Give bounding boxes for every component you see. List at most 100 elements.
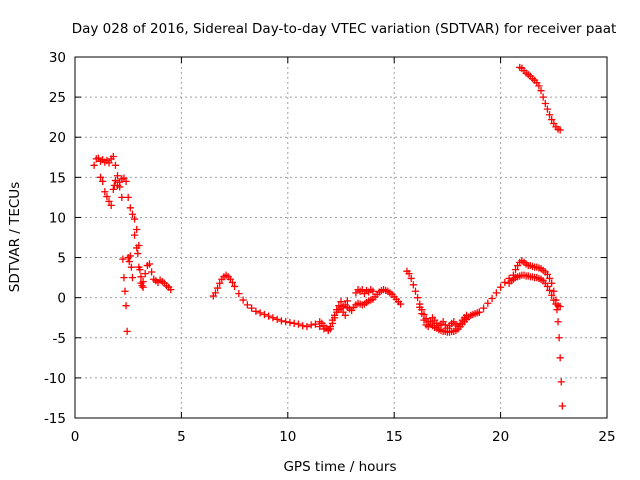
- y-tick-label: 10: [49, 210, 66, 226]
- data-point: [286, 318, 294, 327]
- plot-frame: [74, 56, 608, 419]
- data-point: [405, 270, 413, 278]
- series-arc-2-scatter: [316, 286, 377, 335]
- data-point: [328, 319, 337, 327]
- data-point: [333, 306, 341, 314]
- data-point: [307, 321, 315, 329]
- data-point: [133, 225, 141, 234]
- data-point: [105, 159, 113, 167]
- x-axis-label: GPS time / hours: [283, 459, 396, 475]
- data-point: [211, 289, 220, 297]
- data-point: [414, 294, 422, 302]
- data-point: [123, 327, 131, 335]
- data-point: [101, 188, 109, 196]
- series-arc-1-scatter: [96, 173, 147, 335]
- series-arc-5: [516, 63, 564, 134]
- x-tick-label: 0: [71, 429, 80, 445]
- data-point: [167, 286, 175, 294]
- data-point: [462, 311, 471, 319]
- data-point: [127, 263, 135, 271]
- data-point: [148, 268, 156, 276]
- data-point: [424, 322, 432, 331]
- data-point: [326, 325, 334, 333]
- data-point: [282, 318, 290, 326]
- data-point: [256, 309, 264, 317]
- data-point: [497, 283, 505, 291]
- data-point: [557, 378, 565, 386]
- data-point: [341, 311, 349, 319]
- data-point: [96, 173, 105, 181]
- data-point: [252, 307, 260, 315]
- series-arc-3-scatter: [416, 303, 471, 332]
- data-point: [418, 310, 426, 318]
- data-point: [543, 105, 552, 113]
- data-point: [290, 319, 298, 327]
- data-point: [133, 244, 141, 252]
- y-tick-label: 25: [49, 90, 66, 106]
- data-point: [105, 197, 113, 205]
- data-point: [479, 304, 488, 312]
- data-point: [537, 87, 545, 95]
- data-point: [113, 172, 122, 180]
- data-point: [243, 301, 251, 309]
- y-axis-label: SDTVAR / TECUs: [7, 182, 23, 292]
- data-point: [396, 300, 405, 308]
- data-point: [125, 257, 133, 266]
- data-point: [548, 279, 556, 287]
- data-point: [126, 252, 134, 260]
- y-tick-label: 5: [57, 251, 66, 267]
- y-tick-label: 30: [49, 50, 66, 66]
- data-point: [501, 278, 509, 287]
- data-point: [539, 93, 547, 101]
- data-point: [535, 82, 543, 90]
- data-point: [548, 291, 556, 299]
- data-point: [99, 177, 107, 185]
- data-point: [122, 177, 130, 185]
- y-tick-label: -10: [44, 371, 66, 387]
- data-point: [239, 296, 247, 304]
- data-point: [213, 284, 222, 292]
- data-point: [335, 302, 343, 310]
- data-point: [273, 315, 281, 323]
- series-arc-4-lower: [505, 271, 564, 311]
- data-point: [558, 402, 566, 410]
- data-point: [122, 302, 130, 310]
- data-point: [426, 318, 434, 326]
- data-point: [411, 287, 420, 295]
- data-point: [111, 176, 120, 185]
- data-point: [130, 231, 139, 239]
- series-arc-4: [475, 257, 566, 410]
- data-point: [231, 282, 239, 291]
- data-point: [541, 99, 549, 108]
- data-point: [137, 273, 145, 281]
- data-point: [556, 126, 564, 134]
- data-point: [111, 161, 120, 169]
- data-point: [248, 304, 256, 312]
- x-tick-label: 25: [598, 429, 615, 445]
- y-tick-label: -5: [53, 331, 66, 347]
- data-point: [545, 274, 554, 283]
- data-point: [545, 286, 554, 295]
- y-tick-label: 20: [49, 130, 66, 146]
- data-point: [118, 193, 126, 201]
- data-point: [548, 115, 556, 124]
- x-tick-label: 15: [386, 429, 403, 445]
- data-point: [550, 296, 558, 304]
- data-point: [138, 282, 146, 290]
- data-point: [128, 274, 137, 282]
- data-point: [135, 263, 143, 271]
- data-point: [543, 282, 552, 291]
- series-arc-1: [90, 152, 175, 294]
- data-point: [130, 215, 139, 223]
- data-point: [277, 317, 286, 325]
- data-point: [141, 270, 149, 278]
- data-point: [556, 354, 564, 362]
- data-point: [145, 260, 154, 268]
- x-tick-label: 10: [279, 429, 296, 445]
- data-point: [90, 161, 98, 169]
- data-point: [550, 287, 558, 295]
- x-tick-label: 20: [492, 429, 509, 445]
- data-point: [543, 270, 552, 279]
- data-point: [103, 192, 111, 201]
- series-arc-2: [209, 271, 405, 334]
